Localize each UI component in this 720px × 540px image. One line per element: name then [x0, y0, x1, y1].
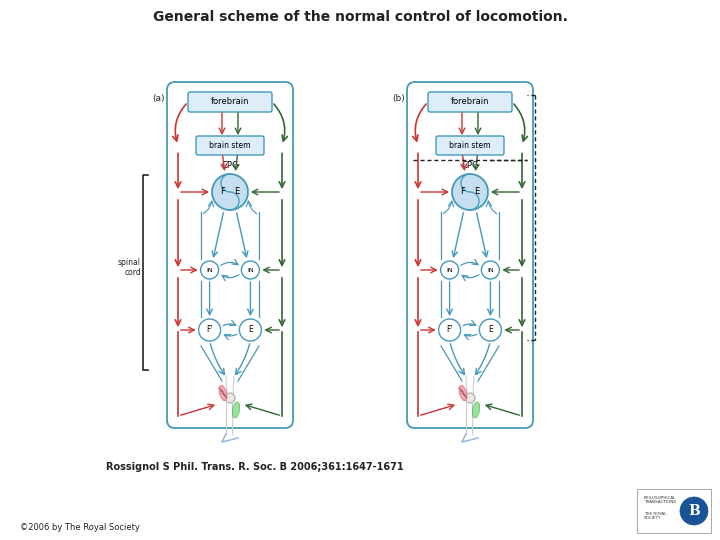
Text: brain stem: brain stem — [449, 141, 491, 150]
Ellipse shape — [472, 402, 480, 418]
FancyBboxPatch shape — [188, 92, 272, 112]
Ellipse shape — [459, 385, 467, 401]
Circle shape — [225, 393, 235, 403]
Text: F: F — [460, 187, 465, 197]
Text: (b): (b) — [392, 94, 405, 103]
Text: IN: IN — [487, 267, 494, 273]
FancyBboxPatch shape — [407, 82, 533, 428]
Circle shape — [241, 261, 259, 279]
Text: F': F' — [446, 326, 453, 334]
FancyBboxPatch shape — [167, 82, 293, 428]
Text: IN: IN — [207, 267, 213, 273]
Text: forebrain: forebrain — [451, 98, 490, 106]
Text: Rossignol S Phil. Trans. R. Soc. B 2006;361:1647-1671: Rossignol S Phil. Trans. R. Soc. B 2006;… — [106, 462, 404, 472]
Text: F: F — [220, 187, 225, 197]
Text: ©2006 by The Royal Society: ©2006 by The Royal Society — [20, 523, 140, 532]
FancyBboxPatch shape — [428, 92, 512, 112]
FancyBboxPatch shape — [436, 136, 504, 155]
Circle shape — [201, 261, 219, 279]
Text: brain stem: brain stem — [210, 141, 251, 150]
Circle shape — [438, 319, 461, 341]
Text: E: E — [488, 326, 492, 334]
Text: IN: IN — [247, 267, 253, 273]
Circle shape — [680, 497, 708, 525]
Text: E: E — [248, 326, 253, 334]
Ellipse shape — [219, 385, 227, 401]
Text: spinal
cord: spinal cord — [118, 258, 141, 277]
FancyBboxPatch shape — [637, 489, 711, 533]
Text: General scheme of the normal control of locomotion.: General scheme of the normal control of … — [153, 10, 567, 24]
Circle shape — [480, 319, 501, 341]
Text: PHILOSOPHICAL
TRANSACTIONS: PHILOSOPHICAL TRANSACTIONS — [644, 496, 677, 504]
Text: CPG: CPG — [221, 161, 239, 170]
Circle shape — [465, 393, 475, 403]
Text: B: B — [688, 504, 700, 518]
Ellipse shape — [233, 402, 240, 418]
Text: THE ROYAL
SOCIETY: THE ROYAL SOCIETY — [644, 512, 667, 521]
Text: E: E — [235, 187, 240, 197]
Text: F': F' — [207, 326, 213, 334]
Text: E: E — [474, 187, 480, 197]
Circle shape — [199, 319, 220, 341]
Circle shape — [212, 174, 248, 210]
Circle shape — [441, 261, 459, 279]
Circle shape — [482, 261, 500, 279]
Circle shape — [452, 174, 488, 210]
Text: forebrain: forebrain — [211, 98, 249, 106]
Text: IN: IN — [446, 267, 453, 273]
Text: (a): (a) — [152, 94, 164, 103]
FancyBboxPatch shape — [196, 136, 264, 155]
Circle shape — [239, 319, 261, 341]
Text: CPG: CPG — [462, 161, 479, 170]
